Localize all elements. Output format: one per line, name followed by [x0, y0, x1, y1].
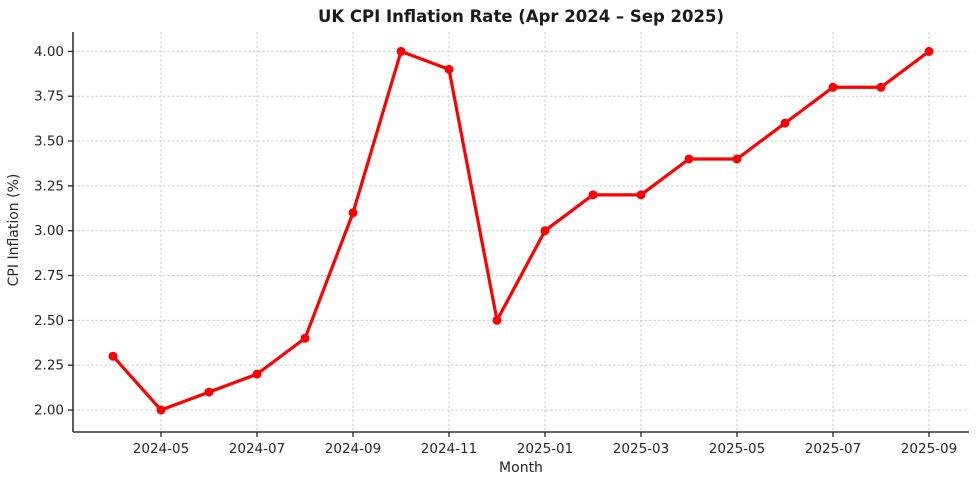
y-tick-label: 2.75 — [34, 268, 64, 284]
y-tick-label: 2.00 — [34, 403, 64, 419]
y-tick-label: 3.00 — [34, 223, 64, 239]
data-point-marker — [156, 405, 166, 415]
data-point-marker — [924, 46, 934, 56]
y-tick-label: 2.25 — [34, 358, 64, 374]
data-point-marker — [108, 351, 118, 361]
x-tick-label: 2024-07 — [229, 441, 285, 457]
data-point-marker — [444, 64, 454, 74]
data-point-marker — [348, 208, 358, 218]
data-point-marker — [300, 333, 310, 343]
x-tick-label: 2025-01 — [517, 441, 573, 457]
data-point-marker — [252, 369, 262, 379]
chart-title: UK CPI Inflation Rate (Apr 2024 – Sep 20… — [318, 7, 724, 26]
data-point-marker — [204, 387, 214, 397]
data-point-marker — [588, 190, 598, 200]
data-point-marker — [732, 154, 742, 164]
y-axis-label: CPI Inflation (%) — [6, 174, 22, 287]
axes-spines-ticks — [68, 32, 969, 437]
cpi-series — [108, 46, 934, 415]
cpi-line — [111, 49, 931, 412]
data-point-marker — [828, 82, 838, 92]
data-point-marker — [492, 315, 502, 325]
data-point-marker — [636, 190, 646, 200]
x-tick-label: 2025-03 — [613, 441, 669, 457]
data-point-marker — [876, 82, 886, 92]
y-tick-label: 3.75 — [34, 89, 64, 105]
tick-labels: 2.00 2.25 2.50 2.75 3.00 3.25 3.50 3.75 4.00 2024… — [34, 44, 957, 457]
y-tick-label: 4.00 — [34, 44, 64, 60]
data-point-marker — [540, 226, 550, 236]
data-point-marker — [396, 46, 406, 56]
x-tick-label: 2024-05 — [133, 441, 189, 457]
data-point-marker — [780, 118, 790, 128]
x-tick-label: 2025-05 — [709, 441, 765, 457]
gridlines — [73, 32, 969, 432]
x-tick-label: 2025-07 — [805, 441, 861, 457]
data-point-marker — [684, 154, 694, 164]
x-tick-label: 2024-09 — [325, 441, 381, 457]
y-tick-label: 3.25 — [34, 178, 64, 194]
x-tick-label: 2024-11 — [421, 441, 477, 457]
x-axis-label: Month — [499, 460, 543, 476]
x-tick-label: 2025-09 — [901, 441, 957, 457]
y-tick-label: 2.50 — [34, 313, 64, 329]
y-tick-label: 3.50 — [34, 134, 64, 150]
